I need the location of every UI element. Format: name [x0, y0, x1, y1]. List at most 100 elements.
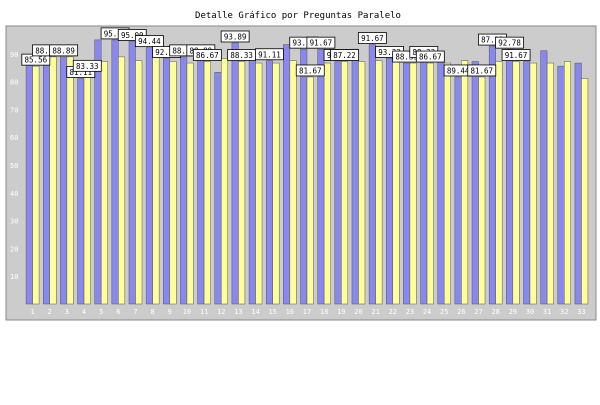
x-tick-label: 19 — [337, 308, 345, 316]
data-label-text: 91.67 — [310, 39, 333, 48]
x-tick-label: 28 — [491, 308, 499, 316]
bar-series-b — [118, 56, 126, 305]
data-label-box — [306, 36, 336, 49]
bar-series-b — [529, 62, 537, 305]
x-tick-label: 13 — [234, 308, 242, 316]
bar-series-b — [512, 61, 520, 305]
bar-series-group — [25, 39, 589, 305]
data-label: 88.89 — [49, 44, 79, 57]
bar-series-b — [186, 62, 194, 305]
y-tick-label: 10 — [10, 273, 18, 281]
x-tick-label: 29 — [509, 308, 517, 316]
data-label-text: 81.67 — [470, 66, 493, 75]
data-label-box — [415, 50, 445, 63]
bar-series-a — [248, 50, 256, 305]
bar-series-b — [495, 61, 503, 305]
y-tick-label: 70 — [10, 106, 18, 114]
data-label: 94.44 — [134, 35, 164, 48]
bar-series-b — [564, 61, 572, 305]
x-tick-label: 27 — [474, 308, 482, 316]
bar-series-a — [488, 45, 496, 305]
bar-series-b — [152, 56, 160, 305]
y-tick-label: 90 — [10, 51, 18, 59]
bar-series-b — [66, 56, 74, 305]
y-tick-label: 60 — [10, 134, 18, 142]
data-label-text: 88.33 — [230, 51, 253, 60]
x-tick-label: 5 — [99, 308, 103, 316]
x-axis-labels: 1 2 3 4 5 6 7 8 9 10 11 12 13 14 15 16 17 18 19 20 21 22 23 24 2… — [30, 308, 585, 316]
data-label-text: 91.11 — [258, 50, 281, 59]
data-label-text: 87.22 — [481, 36, 504, 45]
data-label-text: 95.00 — [104, 29, 127, 38]
x-tick-label: 32 — [560, 308, 568, 316]
bar-series-a — [368, 44, 376, 305]
data-label-text: 95.00 — [121, 31, 144, 40]
data-label-box — [330, 49, 359, 61]
bar-series-b — [546, 62, 554, 305]
bar-series-b — [375, 60, 383, 305]
data-label-text: 91.67 — [361, 34, 384, 43]
data-label-box — [495, 36, 524, 49]
y-tick-label: 80 — [10, 79, 18, 87]
x-tick-label: 17 — [303, 308, 311, 316]
bar-series-a — [163, 58, 171, 305]
x-tick-label: 4 — [82, 308, 86, 316]
data-label-text: 86.67 — [419, 53, 442, 62]
x-tick-label: 14 — [251, 308, 259, 316]
bar-series-a — [351, 48, 359, 305]
data-label-box — [501, 49, 531, 61]
data-label-text: 88.33 — [395, 53, 418, 62]
data-label-text: 85.56 — [25, 56, 48, 65]
data-label: 81.67 — [467, 64, 497, 77]
bar-series-a — [111, 39, 119, 305]
bar-series-b — [461, 60, 469, 305]
bar-series-b — [443, 62, 451, 305]
data-label-text: 87.22 — [333, 51, 356, 60]
bar-series-a — [471, 61, 479, 305]
bar-series-b — [426, 62, 434, 305]
data-labels-group: 85.5688.8988.8981.1183.3395.0095.0094.44… — [21, 27, 531, 78]
y-tick-label: 40 — [10, 190, 18, 198]
bar-series-b — [220, 58, 228, 305]
bar-series-a — [77, 78, 85, 305]
bar-series-b — [203, 61, 211, 305]
data-label-text: 88.89 — [52, 46, 75, 55]
data-label: 88.33 — [227, 49, 257, 61]
x-tick-label: 23 — [406, 308, 414, 316]
y-tick-label: 50 — [10, 162, 18, 170]
x-tick-label: 15 — [268, 308, 276, 316]
data-label: 83.33 — [72, 59, 102, 72]
data-label-box — [134, 35, 164, 48]
data-label-box — [295, 64, 325, 77]
data-label-box — [192, 49, 222, 61]
data-label-text: 89.44 — [447, 66, 470, 75]
bar-series-a — [317, 48, 325, 305]
x-tick-label: 16 — [286, 308, 294, 316]
x-tick-label: 30 — [526, 308, 534, 316]
data-label-text: 93.89 — [224, 32, 247, 41]
bar-series-b — [392, 61, 400, 305]
data-label: 95.00 — [117, 29, 147, 41]
data-label-text: 88.33 — [172, 46, 195, 55]
data-label: 86.67 — [192, 49, 222, 61]
data-label: 86.67 — [415, 50, 445, 63]
data-label: 91.67 — [306, 36, 336, 49]
x-tick-label: 8 — [151, 308, 155, 316]
bar-series-a — [540, 50, 548, 305]
bar-series-a — [197, 56, 205, 305]
bar-series-b — [581, 78, 589, 305]
data-label-text: 86.67 — [196, 51, 219, 60]
bar-series-b — [358, 61, 366, 305]
x-tick-label: 21 — [371, 308, 379, 316]
y-tick-label: 20 — [10, 245, 18, 253]
bar-series-b — [83, 72, 91, 305]
data-label-text: 81.67 — [299, 66, 322, 75]
x-tick-label: 10 — [183, 308, 191, 316]
bar-series-a — [506, 48, 514, 305]
x-tick-label: 33 — [577, 308, 585, 316]
bar-series-b — [255, 62, 263, 305]
data-label-text: 93.33 — [292, 39, 315, 48]
bar-series-a — [265, 60, 273, 305]
bar-series-b — [169, 61, 177, 305]
